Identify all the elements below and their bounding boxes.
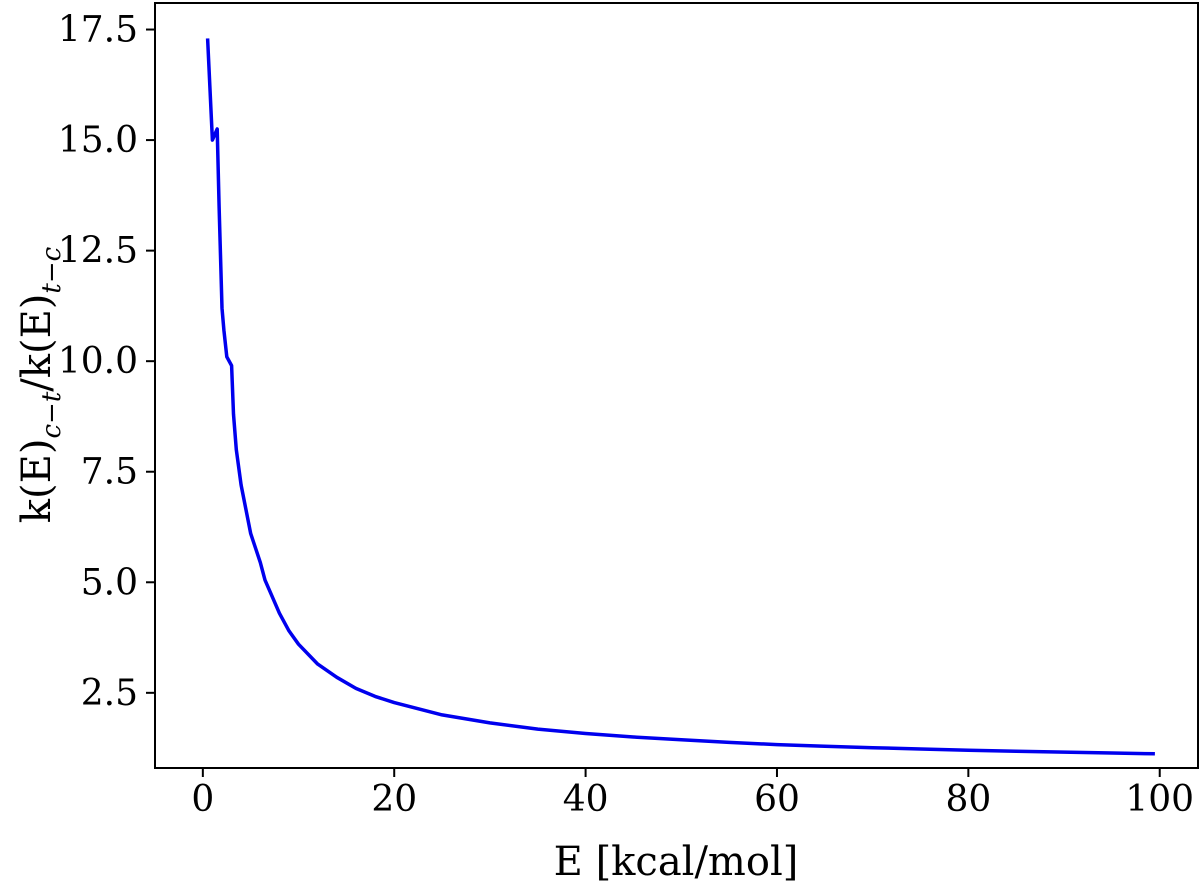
y-tick-label: 15.0 — [58, 120, 138, 161]
y-tick-label: 10.0 — [58, 341, 138, 382]
series-lines — [205, 38, 1155, 756]
y-tick-label: 17.5 — [58, 10, 138, 51]
x-axis-label: E [kcal/mol] — [554, 839, 799, 885]
x-tick-label: 60 — [754, 779, 800, 820]
y-axis-label-sub2: t−c — [37, 246, 67, 293]
y-tick-label: 12.5 — [58, 231, 138, 272]
y-axis-label-middle: /k(E) — [14, 294, 60, 392]
x-tick-label: 80 — [945, 779, 991, 820]
y-axis-label: k(E)c−t/k(E)t−c — [14, 246, 67, 523]
plot-area-frame — [154, 2, 1199, 769]
x-axis-ticks: 0 20 40 60 80 100 — [191, 768, 1194, 820]
y-tick-label: 5.0 — [81, 562, 138, 603]
series-line — [205, 38, 1155, 756]
y-axis-label-prefix: k(E) — [14, 439, 60, 524]
y-axis-ticks: 2.5 5.0 7.5 10.0 12.5 15.0 17.5 — [58, 10, 155, 714]
y-axis-label-sub1: c−t — [37, 391, 67, 438]
x-tick-label: 20 — [371, 779, 417, 820]
y-tick-label: 2.5 — [81, 673, 138, 714]
x-tick-label: 0 — [191, 779, 214, 820]
x-tick-label: 40 — [563, 779, 609, 820]
y-tick-label: 7.5 — [81, 452, 138, 493]
x-tick-label: 100 — [1125, 779, 1194, 820]
